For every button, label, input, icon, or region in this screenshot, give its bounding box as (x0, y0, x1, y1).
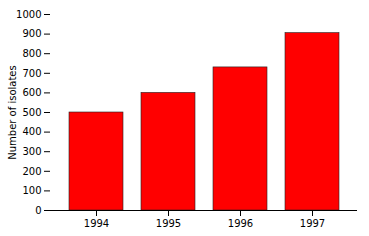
svg-text:700: 700 (22, 68, 41, 79)
svg-text:1997: 1997 (300, 218, 325, 229)
svg-text:400: 400 (22, 126, 41, 137)
svg-text:0: 0 (35, 205, 41, 216)
svg-text:600: 600 (22, 87, 41, 98)
svg-text:200: 200 (22, 166, 41, 177)
svg-text:500: 500 (22, 107, 41, 118)
svg-text:300: 300 (22, 146, 41, 157)
svg-text:1995: 1995 (156, 218, 181, 229)
svg-text:1996: 1996 (228, 218, 253, 229)
svg-text:900: 900 (22, 28, 41, 39)
svg-text:100: 100 (22, 185, 41, 196)
svg-text:Number of isolates: Number of isolates (7, 65, 18, 159)
svg-text:1000: 1000 (16, 9, 41, 20)
svg-text:800: 800 (22, 48, 41, 59)
svg-text:1994: 1994 (84, 218, 109, 229)
